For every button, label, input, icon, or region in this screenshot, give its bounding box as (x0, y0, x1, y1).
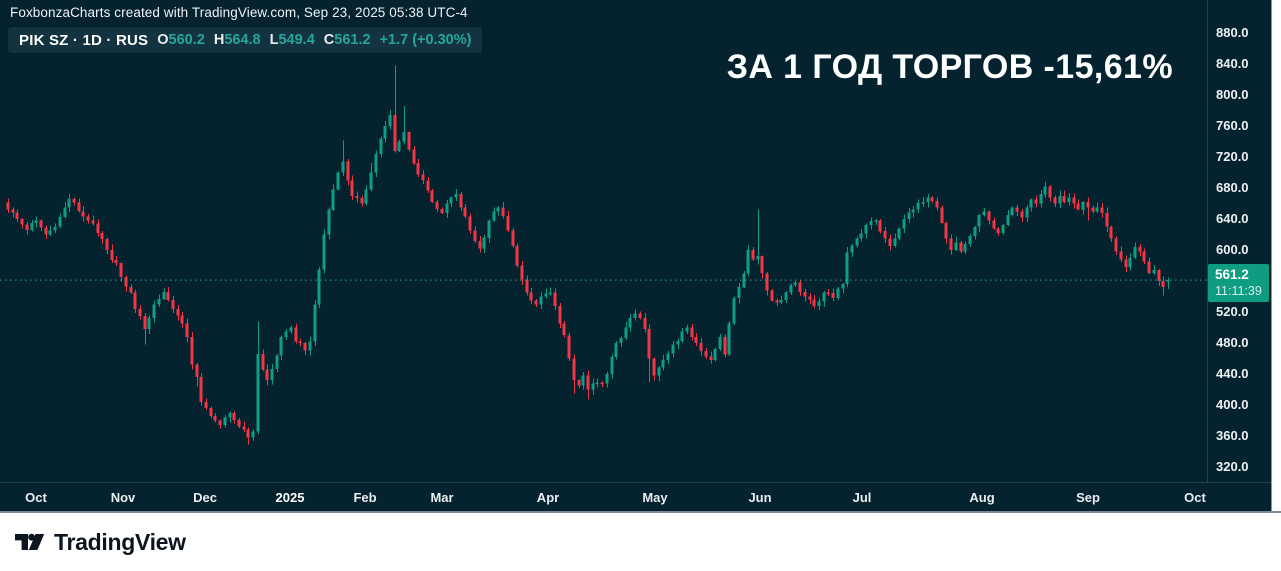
performance-annotation: ЗА 1 ГОД ТОРГОВ -15,61% (726, 48, 1173, 86)
y-axis-tick: 720.0 (1216, 149, 1249, 164)
x-axis-tick: Feb (353, 490, 377, 505)
x-axis-tick: Oct (1184, 490, 1206, 505)
y-axis-tick: 360.0 (1216, 428, 1249, 443)
chart-panel: FoxbonzaCharts created with TradingView.… (0, 0, 1272, 511)
x-axis-tick: May (642, 490, 668, 505)
x-axis-tick: Oct (25, 490, 47, 505)
tradingview-logo-icon[interactable] (14, 529, 45, 556)
legend-low: L549.4 (269, 32, 315, 48)
y-axis-tick: 440.0 (1216, 366, 1249, 381)
x-axis-tick: Jun (748, 490, 772, 505)
price-scale[interactable]: 880.0 840.0 800.0 760.0 720.0 680.0 640.0 600.0… (1207, 0, 1271, 482)
y-axis-tick: 880.0 (1216, 25, 1249, 40)
y-axis-tick: 840.0 (1216, 56, 1249, 71)
candlestick-chart[interactable] (0, 0, 1272, 511)
y-axis-tick: 480.0 (1216, 335, 1249, 350)
tradingview-wordmark[interactable]: TradingView (54, 528, 186, 555)
chart-attribution: FoxbonzaCharts created with TradingView.… (10, 5, 468, 20)
x-axis-tick: Mar (430, 490, 454, 505)
last-price-value: 561.2 (1215, 266, 1249, 282)
x-axis-tick: Jul (852, 490, 872, 505)
x-axis-tick: Dec (193, 490, 217, 505)
y-axis-tick: 400.0 (1216, 397, 1249, 412)
x-axis-tick: Sep (1076, 490, 1100, 505)
y-axis-tick: 800.0 (1216, 87, 1249, 102)
y-axis-tick: 520.0 (1216, 304, 1249, 319)
y-axis-tick: 760.0 (1216, 118, 1249, 133)
x-axis-tick: Apr (536, 490, 560, 505)
y-axis-tick: 640.0 (1216, 211, 1249, 226)
symbol-title: PIK SZ · 1D · RUS (19, 31, 149, 49)
bar-countdown: 11:11:39 (1215, 283, 1262, 298)
candles (6, 65, 1170, 445)
y-axis-tick: 680.0 (1216, 180, 1249, 195)
legend-open: O560.2 (157, 32, 205, 48)
legend-close: C561.2 (323, 32, 371, 48)
x-axis-tick: Nov (110, 490, 136, 505)
symbol-legend[interactable]: PIK SZ · 1D · RUS O560.2 H564.8 L549.4 C… (8, 27, 483, 53)
y-axis-tick: 320.0 (1216, 459, 1249, 474)
footer-bar: TradingView (0, 511, 1281, 571)
x-axis-tick: 2025 (275, 490, 305, 505)
last-price-badge: 561.2 11:11:39 (1208, 264, 1269, 303)
time-scale[interactable]: Oct Nov Dec 2025 Feb Mar Apr May Jun Jul Aug Sep Oct (0, 482, 1271, 511)
y-axis-tick: 600.0 (1216, 242, 1249, 257)
legend-high: H564.8 (213, 32, 261, 48)
x-axis-tick: Aug (969, 490, 995, 505)
legend-change: +1.7 (+0.30%) (379, 32, 472, 48)
